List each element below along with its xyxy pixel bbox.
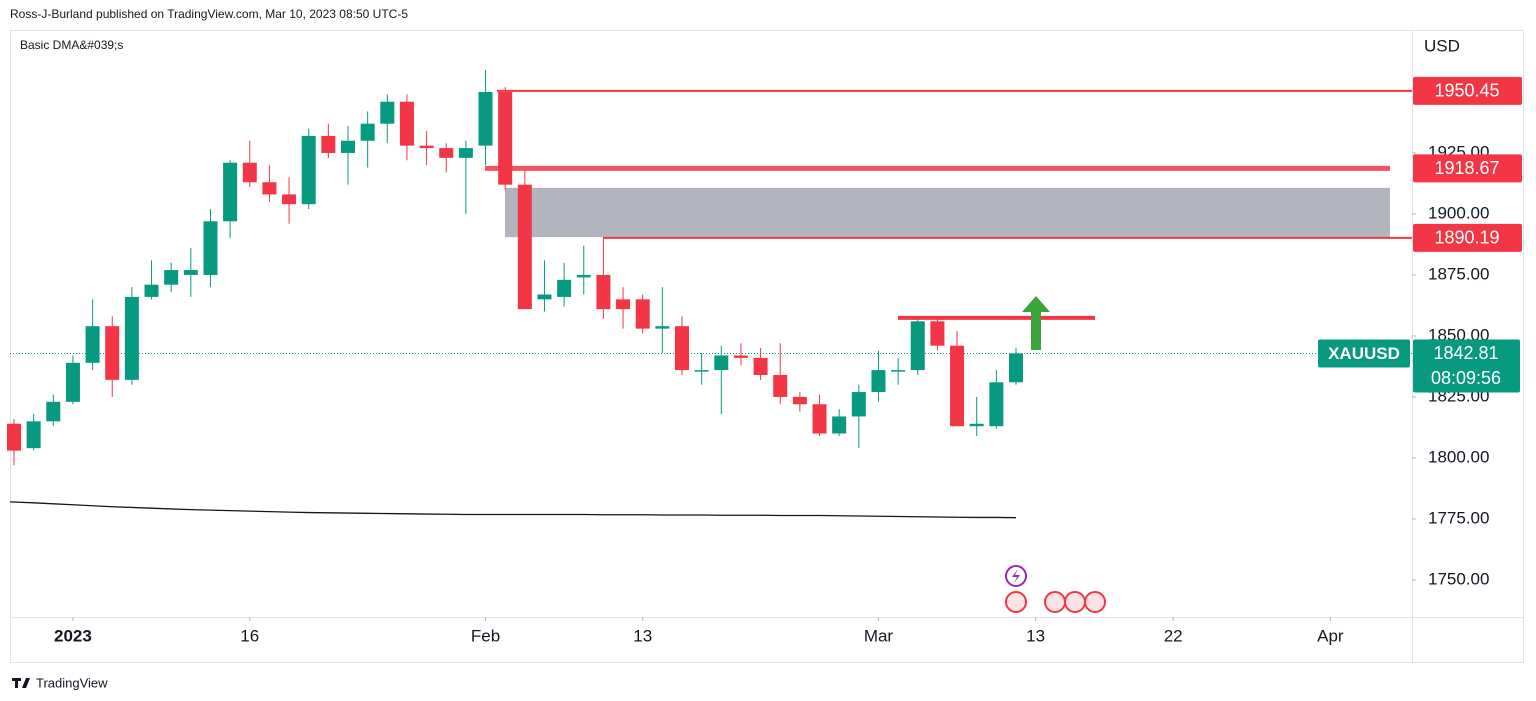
candle-body (105, 326, 120, 380)
candle-body (164, 270, 179, 285)
level-label-box (1413, 154, 1522, 183)
candle-body (46, 401, 61, 422)
candle-body (812, 404, 827, 434)
x-tick-label: Feb (471, 626, 500, 645)
candle-body (694, 370, 709, 372)
candle-body (596, 274, 611, 310)
candle-body (733, 355, 748, 358)
candle-body (576, 274, 591, 278)
candle-body (419, 145, 434, 149)
supply-zone (505, 187, 1390, 238)
candle-body (7, 423, 21, 451)
candle-body (321, 135, 336, 153)
event-flag (1084, 591, 1106, 613)
event-flags (1005, 591, 1106, 613)
candle-body (891, 370, 906, 372)
candle-body (910, 321, 925, 371)
event-flag (1005, 591, 1027, 613)
x-tick-label: 2023 (54, 626, 92, 645)
candle-body (537, 294, 552, 300)
indicator-legend: Basic DMA&#039;s (20, 38, 123, 52)
candle-body (498, 91, 513, 185)
candle-body (26, 421, 41, 449)
candle-body (773, 374, 788, 397)
candle-body (223, 162, 238, 222)
y-tick-label: 1875.00 (1428, 264, 1489, 283)
publisher-line: Ross-J-Burland published on TradingView.… (10, 7, 408, 21)
x-tick-label: Apr (1317, 626, 1344, 645)
level-label-box (1413, 76, 1522, 105)
event-flag (1064, 591, 1086, 613)
candle-body (301, 135, 316, 205)
event-flag (1044, 591, 1066, 613)
y-tick-label: 1775.00 (1428, 508, 1489, 527)
currency-label: USD (1424, 36, 1460, 55)
candle-body (203, 221, 218, 275)
chart-frame (10, 30, 1524, 663)
candle-body (124, 296, 139, 380)
candle-body (1008, 353, 1023, 383)
y-tick-label: 1800.00 (1428, 447, 1489, 466)
candle-body (950, 345, 965, 427)
last-price-box (1413, 339, 1520, 393)
up-arrow (1022, 296, 1050, 350)
candle-body (714, 355, 729, 371)
candle-body (616, 299, 631, 310)
candle-body (65, 362, 80, 402)
candle-body (399, 101, 414, 146)
candle-body (557, 279, 572, 297)
candle-body (380, 101, 395, 124)
candle-body (871, 370, 886, 393)
symbol-label: XAUUSD (1328, 344, 1400, 363)
candle-body (635, 299, 650, 329)
candle-body (282, 194, 297, 205)
plot-layer: 1750.001775.001800.001825.001850.001875.… (7, 70, 1522, 645)
level-label-box (1413, 223, 1522, 252)
y-tick-label: 1900.00 (1428, 203, 1489, 222)
candle-body (360, 123, 375, 141)
x-tick-label: 13 (633, 626, 652, 645)
y-tick-label: 1750.00 (1428, 569, 1489, 588)
candle-body (439, 148, 454, 158)
x-tick-label: 16 (240, 626, 259, 645)
candle-body (183, 270, 198, 275)
candle-body (340, 140, 355, 153)
candle-body (930, 321, 945, 346)
candle-body (242, 162, 257, 183)
candle-body (674, 326, 689, 371)
candle-body (753, 357, 768, 375)
symbol-box (1318, 339, 1410, 368)
candle-body (458, 148, 473, 158)
countdown-label: 08:09:56 (1431, 368, 1501, 388)
candle-body (517, 184, 532, 310)
x-tick-label: 22 (1164, 626, 1183, 645)
candle-body (655, 326, 670, 329)
candle-body (262, 182, 277, 195)
moving-average-line (9, 501, 1017, 519)
candle-body (144, 284, 159, 297)
level-label: 1890.19 (1434, 228, 1499, 248)
x-tick-label: Mar (864, 626, 894, 645)
level-label: 1950.45 (1434, 81, 1499, 101)
level-label: 1918.67 (1434, 158, 1499, 178)
brand-name: TradingView (36, 675, 108, 690)
event-icon-bolt (1012, 569, 1020, 583)
candle-body (85, 326, 100, 363)
last-price-label: 1842.81 (1433, 343, 1498, 363)
candle-body (851, 392, 866, 417)
candle-body (792, 396, 807, 405)
candle-body (478, 91, 493, 146)
candle-body (969, 423, 984, 427)
candle-body (989, 382, 1004, 427)
brand-logo (12, 678, 30, 688)
x-tick-label: 13 (1026, 626, 1045, 645)
candle-body (832, 416, 847, 434)
